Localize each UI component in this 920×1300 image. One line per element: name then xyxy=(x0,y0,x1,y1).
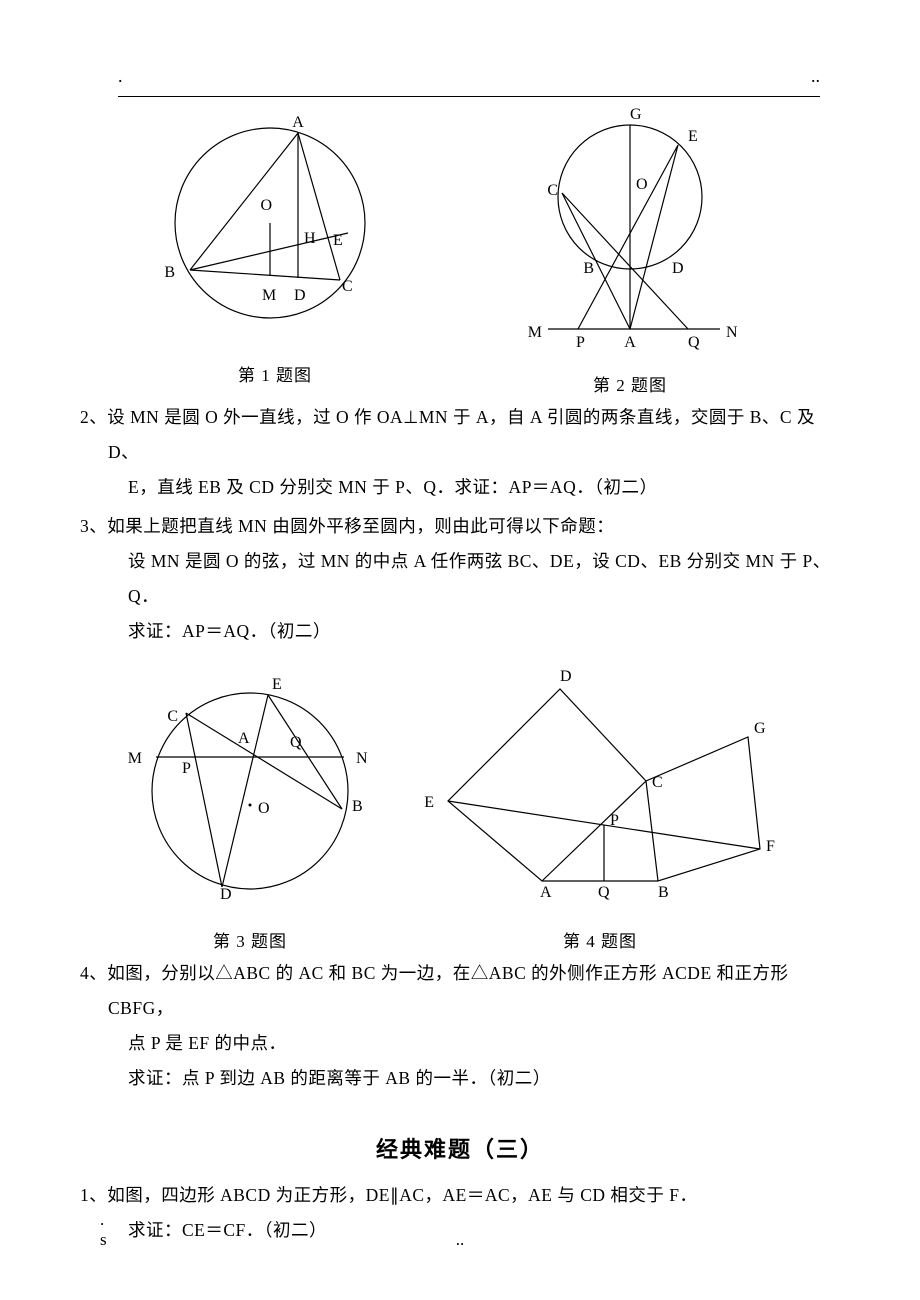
figure-3: E C A Q M P N O B D 第 3 题图 xyxy=(120,661,380,952)
q4-line1: 如图，分别以△ABC 的 AC 和 BC 为一边，在△ABC 的外侧作正方形 A… xyxy=(107,963,788,1018)
figure-2: G E C O B D M P A Q N 第 2 题图 xyxy=(500,105,760,396)
figure-row-2: E C A Q M P N O B D 第 3 题图 xyxy=(120,661,840,952)
header-underline xyxy=(118,96,820,97)
q4-line2: 点 P 是 EF 的中点． xyxy=(80,1026,840,1061)
svg-text:P: P xyxy=(182,760,191,777)
svg-text:G: G xyxy=(630,106,642,123)
q3-num: 3、 xyxy=(80,516,107,536)
svg-text:B: B xyxy=(352,798,363,815)
s3q1-line1: 如图，四边形 ABCD 为正方形，DE∥AC，AE＝AC，AE 与 CD 相交于… xyxy=(107,1185,697,1205)
q2-line2: E，直线 EB 及 CD 分别交 MN 于 P、Q．求证：AP＝AQ．（初二） xyxy=(80,470,840,505)
svg-text:D: D xyxy=(294,287,306,304)
figure-row-1: A O H E B M D C 第 1 题图 xyxy=(150,105,840,396)
figure-3-svg: E C A Q M P N O B D xyxy=(120,661,380,921)
svg-text:B: B xyxy=(583,260,594,277)
svg-text:A: A xyxy=(292,114,304,131)
question-4: 4、如图，分别以△ABC 的 AC 和 BC 为一边，在△ABC 的外侧作正方形… xyxy=(80,956,840,1026)
figure-1: A O H E B M D C 第 1 题图 xyxy=(150,105,400,396)
svg-text:N: N xyxy=(356,750,368,767)
svg-text:O: O xyxy=(636,176,648,193)
q3-line2: 设 MN 是圆 O 的弦，过 MN 的中点 A 任作两弦 BC、DE，设 CD、… xyxy=(80,544,840,614)
s3q1-num: 1、 xyxy=(80,1185,107,1205)
svg-text:Q: Q xyxy=(290,734,302,751)
svg-text:E: E xyxy=(424,794,434,811)
svg-text:N: N xyxy=(726,324,738,341)
svg-text:A: A xyxy=(540,884,552,901)
svg-text:A: A xyxy=(624,334,636,351)
q2-num: 2、 xyxy=(80,407,107,427)
q3-line3: 求证：AP＝AQ．（初二） xyxy=(80,614,840,649)
svg-text:B: B xyxy=(164,264,175,281)
svg-text:P: P xyxy=(610,812,619,829)
s3-question-1: 1、如图，四边形 ABCD 为正方形，DE∥AC，AE＝AC，AE 与 CD 相… xyxy=(80,1178,840,1213)
svg-text:Q: Q xyxy=(598,884,610,901)
svg-text:E: E xyxy=(688,128,698,145)
svg-text:P: P xyxy=(576,334,585,351)
figure-1-caption: 第 1 题图 xyxy=(238,361,312,386)
figure-2-caption: 第 2 题图 xyxy=(593,371,667,396)
q4-line3: 求证：点 P 到边 AB 的距离等于 AB 的一半．（初二） xyxy=(80,1061,840,1096)
svg-text:C: C xyxy=(167,708,178,725)
footer-center-dots: .. xyxy=(456,1230,465,1250)
figure-4-svg: D G C E P F A Q B xyxy=(420,661,780,921)
svg-text:C: C xyxy=(652,774,663,791)
figure-4-caption: 第 4 题图 xyxy=(563,927,637,952)
svg-text:D: D xyxy=(560,668,572,685)
svg-text:M: M xyxy=(262,287,276,304)
svg-text:C: C xyxy=(547,182,558,199)
svg-text:E: E xyxy=(272,676,282,693)
svg-text:M: M xyxy=(128,750,142,767)
svg-text:B: B xyxy=(658,884,669,901)
svg-text:O: O xyxy=(260,197,272,214)
q4-num: 4、 xyxy=(80,963,107,983)
figure-3-caption: 第 3 题图 xyxy=(213,927,287,952)
section-3-title: 经典难题（三） xyxy=(80,1132,840,1164)
svg-text:E: E xyxy=(333,232,343,249)
footer-dot: . xyxy=(100,1210,104,1230)
footer-s: s xyxy=(100,1230,107,1250)
q2-line1: 设 MN 是圆 O 外一直线，过 O 作 OA⊥MN 于 A，自 A 引圆的两条… xyxy=(107,407,815,462)
svg-text:C: C xyxy=(342,278,353,295)
svg-text:D: D xyxy=(672,260,684,277)
svg-text:F: F xyxy=(766,838,775,855)
svg-text:O: O xyxy=(258,800,270,817)
svg-text:Q: Q xyxy=(688,334,700,351)
svg-text:M: M xyxy=(528,324,542,341)
figure-1-svg: A O H E B M D C xyxy=(150,105,400,355)
header-dot-row: .. xyxy=(118,84,820,96)
svg-text:A: A xyxy=(238,730,250,747)
figure-4: D G C E P F A Q B 第 4 题图 xyxy=(420,661,780,952)
header-tail-dots: .. xyxy=(811,66,820,87)
q3-line1: 如果上题把直线 MN 由圆外平移至圆内，则由此可得以下命题： xyxy=(107,516,614,536)
svg-text:D: D xyxy=(220,886,232,903)
figure-2-svg: G E C O B D M P A Q N xyxy=(500,105,760,365)
question-2: 2、设 MN 是圆 O 外一直线，过 O 作 OA⊥MN 于 A，自 A 引圆的… xyxy=(80,400,840,470)
svg-text:H: H xyxy=(304,230,316,247)
svg-text:G: G xyxy=(754,720,766,737)
question-3: 3、如果上题把直线 MN 由圆外平移至圆内，则由此可得以下命题： xyxy=(80,509,840,544)
